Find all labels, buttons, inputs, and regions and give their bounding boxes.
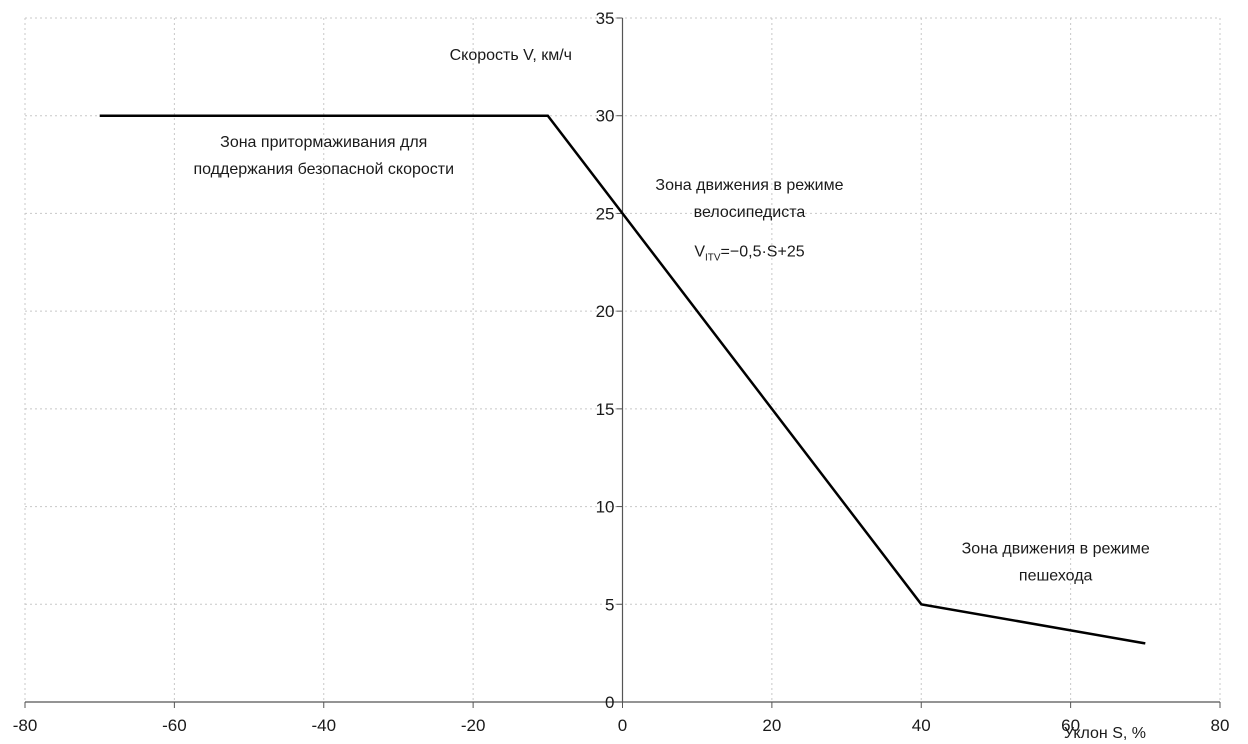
annotation-text: Зона движения в режиме [962,540,1150,557]
x-tick-label: 60 [1061,716,1080,735]
annotation-text: велосипедиста [694,204,806,221]
gridlines [24,17,1221,702]
y-tick-label: 30 [596,107,615,126]
formula-subscript: ITV [705,252,721,263]
annotation-text: поддержания безопасной скорости [193,161,454,178]
x-tick-label: -20 [461,716,486,735]
plot-area [99,114,1146,645]
annotation-text: пешехода [1019,567,1093,584]
formula-main: V [694,243,705,260]
formula-rest: =−0,5·S+25 [721,243,805,260]
series-line [99,114,1146,645]
y-tick-label: 20 [596,302,615,321]
x-tick-label: -60 [162,716,187,735]
x-tick-label: 80 [1211,716,1230,735]
formula-annotation: VITV=−0,5·S+25 [694,243,804,263]
tick-labels: -80 -60 -40 -20 0 20 40 60 80 0 5 10 15 20 25 30 35 [13,9,1230,735]
axes [24,17,1221,708]
x-tick-label: -80 [13,716,38,735]
x-tick-label: 0 [618,716,627,735]
annotations: Зона притормаживания для поддержания безо… [193,134,1149,584]
x-axis-title: Уклон S, % [1064,725,1146,742]
y-tick-label: 35 [596,9,615,28]
y-tick-label: 15 [596,400,615,419]
x-tick-label: 40 [912,716,931,735]
x-tick-label: -40 [311,716,336,735]
annotation-text: Зона движения в режиме [655,177,843,194]
y-axis-title: Скорость V, км/ч [450,47,572,64]
y-tick-label: 10 [596,498,615,517]
x-tick-label: 20 [762,716,781,735]
annotation-text: Зона притормаживания для [220,134,427,151]
y-tick-label: 0 [605,693,614,712]
y-tick-label: 5 [605,595,614,614]
y-tick-label: 25 [596,204,615,223]
